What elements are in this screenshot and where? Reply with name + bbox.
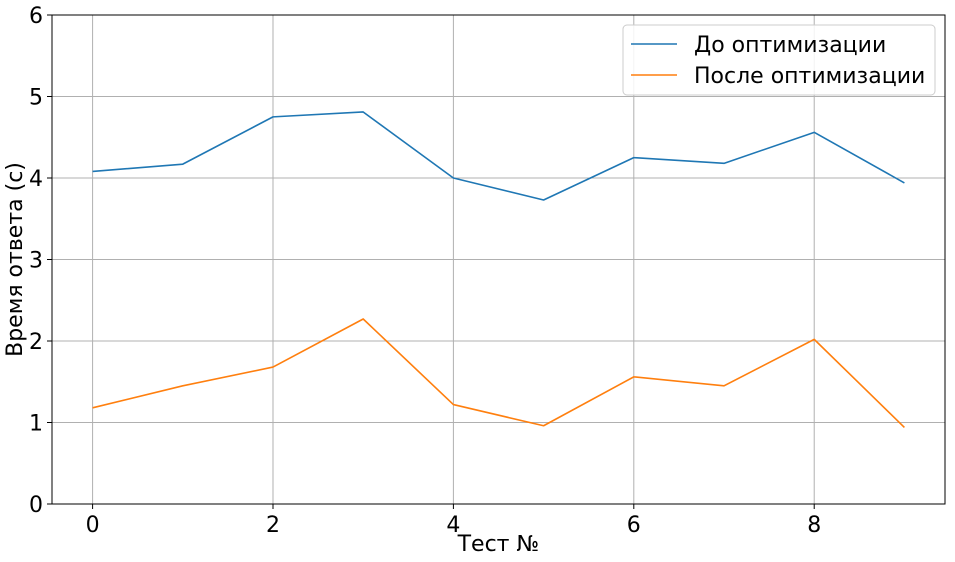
legend-label-after: После оптимизации bbox=[694, 64, 925, 89]
y-tick-label: 2 bbox=[29, 330, 43, 355]
x-tick-label: 0 bbox=[86, 513, 100, 538]
x-tick-label: 8 bbox=[807, 513, 821, 538]
y-tick-label: 4 bbox=[29, 167, 43, 192]
y-tick-label: 5 bbox=[29, 86, 43, 111]
series-line-after bbox=[92, 318, 905, 428]
y-tick-label: 6 bbox=[29, 4, 43, 29]
legend-label-before: До оптимизации bbox=[694, 33, 886, 58]
x-tick-label: 6 bbox=[627, 513, 641, 538]
y-tick-label: 1 bbox=[29, 412, 43, 437]
y-tick-label: 3 bbox=[29, 249, 43, 274]
legend-box bbox=[622, 24, 936, 96]
legend: До оптимизации После оптимизации bbox=[622, 24, 936, 96]
x-tick-label: 4 bbox=[446, 513, 460, 538]
series-layer bbox=[92, 111, 905, 428]
ticks: 0 2 4 6 8 0 1 2 3 4 5 6 bbox=[29, 4, 821, 538]
series-line-before bbox=[92, 111, 905, 201]
x-tick-label: 2 bbox=[266, 513, 280, 538]
x-axis-label: Тест № bbox=[457, 532, 540, 557]
y-tick-label: 0 bbox=[29, 493, 43, 518]
y-axis-label: Время ответа (с) bbox=[3, 162, 28, 357]
